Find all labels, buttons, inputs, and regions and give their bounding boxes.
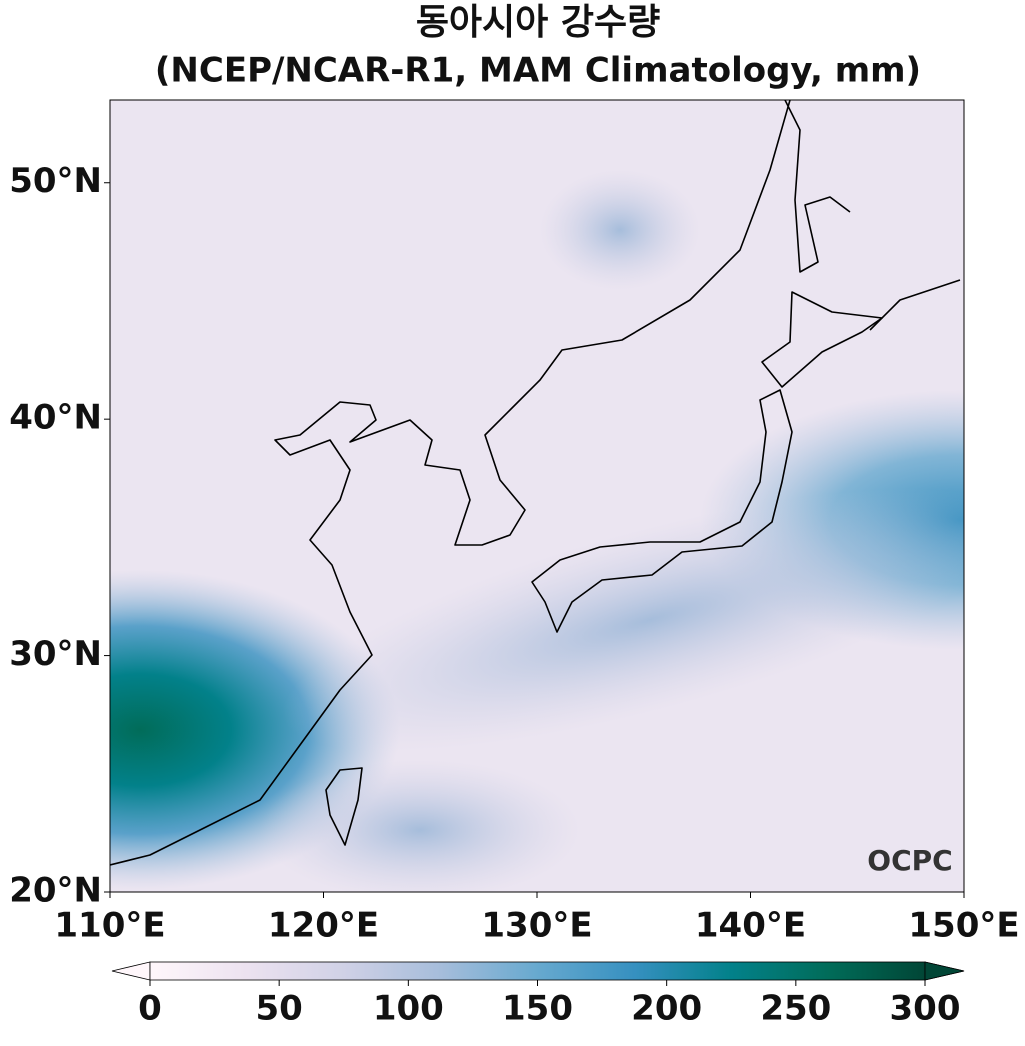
logo: OCPC [867,844,952,877]
x-tick-label: 120°E [268,906,379,946]
x-tick-label: 150°E [908,906,1019,946]
chart-subtitle: (NCEP/NCAR-R1, MAM Climatology, mm) [155,51,921,91]
y-tick-label: 20°N [9,871,102,911]
chart-title: 동아시아 강수량 [416,2,660,43]
colorbar-tick-label: 100 [373,989,444,1029]
colorbar-tick-label: 250 [760,989,831,1029]
colorbar-tick-label: 200 [631,989,702,1029]
colorbar [149,961,926,981]
colorbar-tick-label: 150 [502,989,573,1029]
colorbar-extend-max [924,961,965,981]
colorbar-tick-label: 0 [138,989,162,1029]
y-tick-label: 30°N [9,634,102,674]
colorbar-tick-label: 50 [256,989,303,1029]
y-tick-label: 50°N [9,161,102,201]
y-tick-label: 40°N [9,398,102,438]
x-tick-label: 140°E [695,906,806,946]
map-field [110,100,964,892]
x-tick-label: 110°E [54,906,165,946]
x-tick-label: 130°E [481,906,592,946]
colorbar-tick-label: 300 [890,989,961,1029]
